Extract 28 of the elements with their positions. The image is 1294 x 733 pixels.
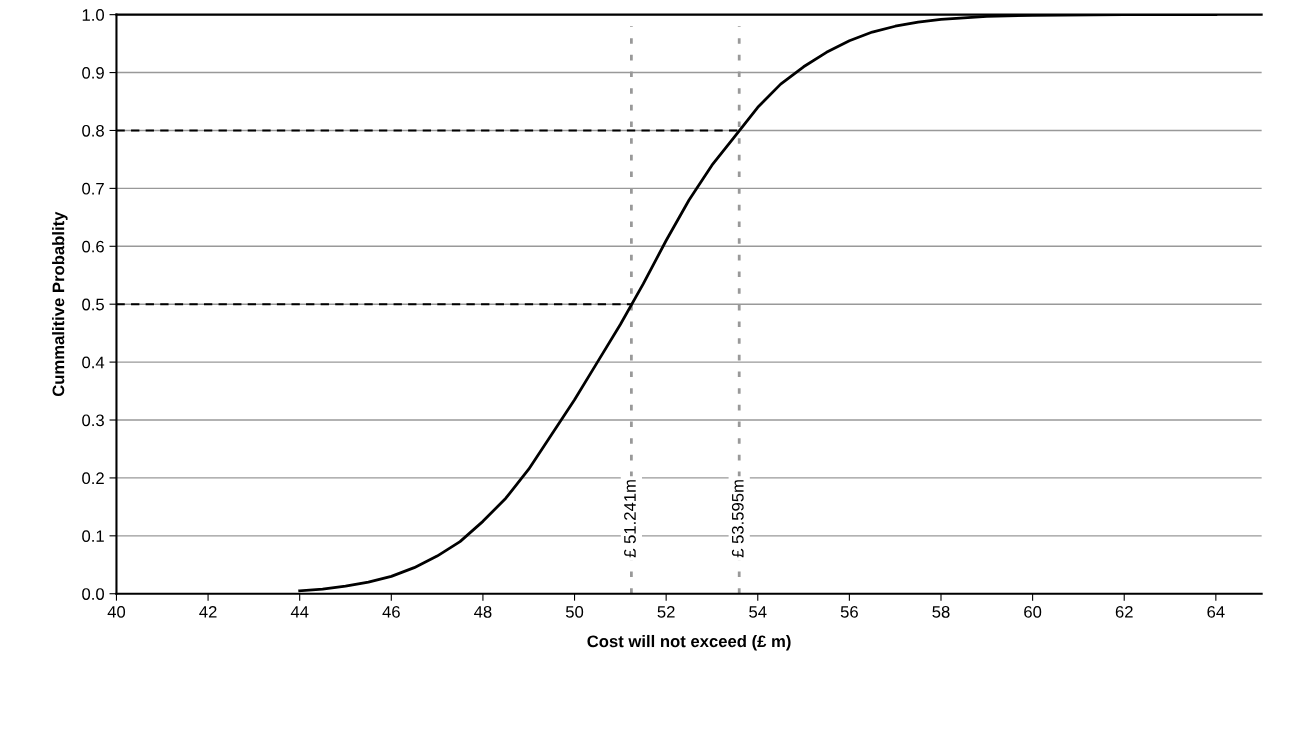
x-tick-label: 60: [1024, 605, 1042, 618]
x-tick-label: 54: [749, 606, 767, 618]
y-tick-label: 0.4: [82, 356, 105, 369]
x-tick-label: 40: [107, 605, 126, 618]
ref-line-label: £ 53.595m: [731, 480, 744, 558]
ref-line-label: £ 51.241m: [624, 480, 636, 558]
x-tick-label: 58: [932, 605, 950, 618]
y-tick-label: 1.0: [82, 9, 104, 21]
x-tick-label: 52: [657, 605, 675, 618]
x-tick-label: 44: [290, 606, 309, 618]
x-tick-label: 64: [1207, 605, 1225, 618]
x-axis-title: Cost will not exceed (£ m): [587, 634, 791, 651]
y-tick-label: 0.2: [82, 472, 104, 485]
y-tick-label: 0.1: [82, 530, 104, 543]
x-tick-label: 50: [565, 605, 584, 618]
y-tick-label: 0.5: [82, 298, 104, 311]
x-tick-label: 48: [474, 605, 492, 618]
y-axis-title: Cummalitive Probablity: [52, 211, 68, 397]
y-tick-label: 0.8: [82, 124, 104, 137]
y-tick-label: 0.0: [82, 588, 104, 600]
y-tick-label: 0.9: [82, 66, 104, 79]
x-tick-label: 46: [382, 605, 400, 618]
x-tick-label: 56: [840, 605, 858, 618]
y-tick-label: 0.7: [82, 182, 104, 195]
y-tick-label: 0.6: [82, 240, 104, 253]
x-tick-label: 42: [199, 605, 217, 618]
y-tick-label: 0.3: [82, 414, 104, 427]
x-tick-label: 62: [1115, 605, 1133, 618]
